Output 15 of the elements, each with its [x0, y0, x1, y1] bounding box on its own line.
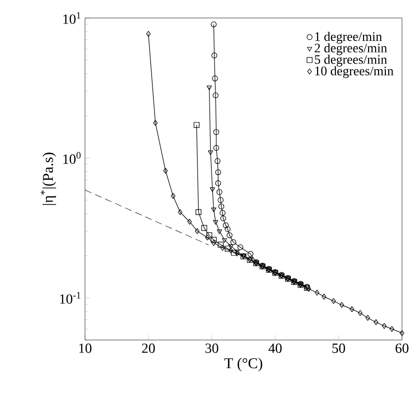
legend-label: 5 degrees/min — [314, 54, 387, 67]
x-axis-title: T (°C) — [224, 358, 262, 372]
x-tick-label: 60 — [396, 344, 408, 353]
y-tick-label: 10$^{0}$ — [63, 152, 81, 164]
x-tick-label: 20 — [142, 344, 155, 353]
legend-label: 2 degrees/min — [314, 43, 387, 56]
legend-label: 10 degrees/min — [315, 66, 394, 78]
y-axis-title: |η$^{*}$|(Pa.s) — [40, 152, 56, 205]
x-tick-label: 10 — [79, 344, 92, 353]
y-tick-label: 10$^{1}$ — [63, 12, 80, 24]
x-tick-label: 50 — [332, 344, 346, 353]
x-tick-label: 30 — [206, 344, 218, 353]
y-tick-label: 10$^{-1}$ — [60, 292, 80, 304]
legend-label: 1 degree/min — [315, 32, 382, 44]
x-tick-label: 40 — [268, 344, 282, 353]
